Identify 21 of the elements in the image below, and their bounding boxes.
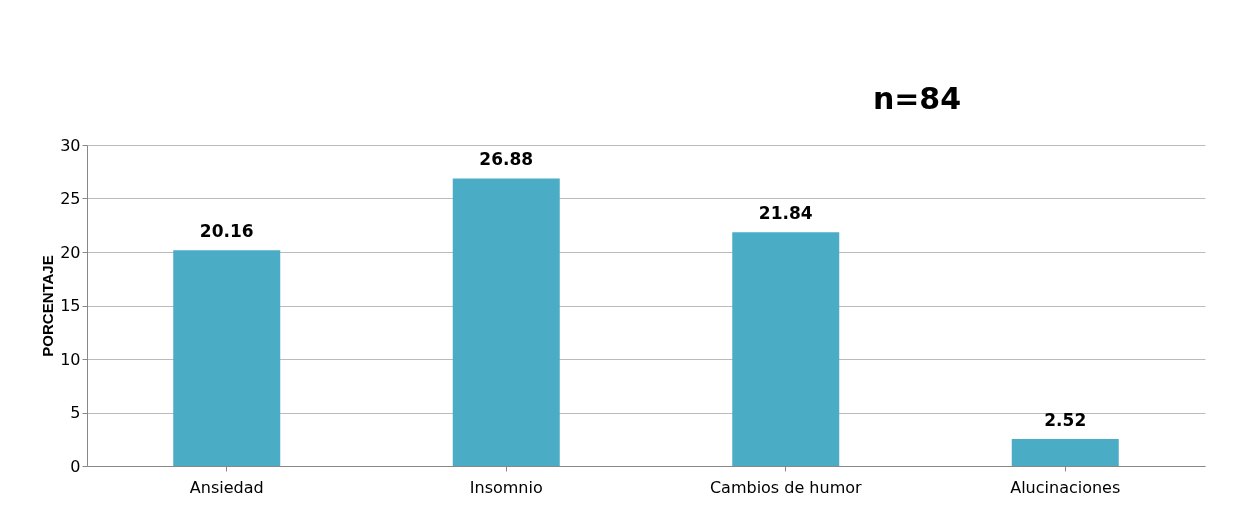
data-label: 21.84 [758,203,813,224]
bar [173,250,281,466]
x-tick-label: Cambios de humor [709,477,863,497]
y-tick-label: 10 [60,349,81,369]
x-tick-label: Alucinaciones [1010,477,1121,497]
x-tick-label: Insomnio [469,477,543,497]
bar [1011,439,1119,466]
x-tick-label: Ansiedad [189,477,264,497]
bar [452,178,560,466]
y-tick-label: 20 [60,242,81,262]
data-label: 2.52 [1044,410,1087,431]
y-axis-title: PORCENTAJE [39,255,57,357]
text: n=84 [872,81,962,116]
bar [732,232,840,466]
y-tick-label: 15 [60,296,81,315]
y-tick-label: 25 [60,189,81,208]
y-tick-label: 30 [60,135,81,155]
y-tick-label: 5 [70,403,81,422]
data-label: 26.88 [479,149,534,170]
data-label: 20.16 [199,221,254,242]
y-tick-label: 0 [70,456,81,476]
